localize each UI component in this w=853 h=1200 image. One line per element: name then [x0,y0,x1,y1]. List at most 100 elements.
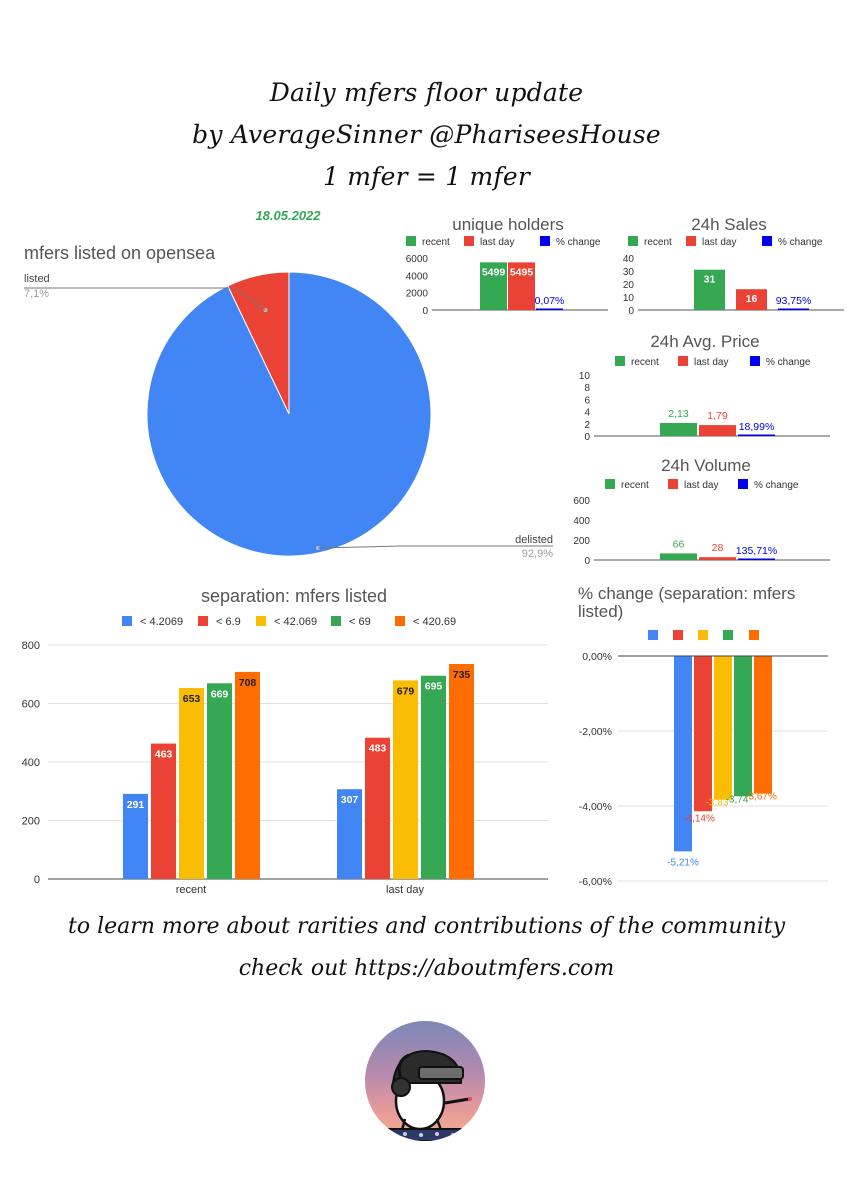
separation-legend-swatch-1 [198,616,208,626]
separation-data-label-0-3: 669 [211,688,229,700]
separation-data-label-0-1: 463 [155,749,173,761]
separation-ytick-800: 800 [22,640,40,652]
sales-bar-1 [736,289,767,310]
separation-data-label-0-0: 291 [127,799,145,811]
sales-bar-0 [694,269,725,310]
avgprice-legend-label-2: % change [766,357,811,368]
volume-bar-0 [660,553,697,560]
pctchange-bar-3 [734,656,752,797]
pctchange-bar-2 [714,656,732,800]
header-title: Daily mfers floor update [269,78,584,107]
separation-bar-1-2 [393,680,418,879]
pctchange-bar-4 [754,656,772,794]
avgprice-legend-swatch-0 [615,356,625,366]
pctchange-data-label-4: -3,67% [745,792,777,803]
holders-legend-swatch-2 [540,236,550,246]
separation-bar-0-3 [207,683,232,879]
sales-legend-label-2: % change [778,237,823,248]
separation-bar-0-2 [179,687,204,879]
sales-title: 24h Sales [691,215,767,234]
pie-chart: mfers listed on opensea listed 7,1% deliste… [24,243,553,560]
sales-legend-swatch-1 [686,236,696,246]
pctchange-data-label-1: -4,14% [683,813,715,824]
separation-data-label-0-4: 708 [239,677,257,689]
separation-bar-0-4 [235,671,260,879]
volume-title: 24h Volume [661,456,751,475]
pie-pct-listed: 7,1% [24,288,49,300]
avgprice-data-label-1: 1,79 [707,410,728,422]
separation-xtick-0: recent [176,884,207,896]
avgprice-ytick-2: 2 [584,420,590,431]
sales-data-label-2: 93,75% [776,295,812,307]
avgprice-bar-1 [699,425,736,436]
volume-ytick-200: 200 [573,536,590,547]
separation-bar-1-4 [449,664,474,879]
pctchange-title-line2: listed) [578,602,623,621]
sales-ytick-0: 0 [628,306,634,317]
holders-legend-label-0: recent [422,237,450,248]
sales-chart: 24h Sales recent last day % change 0 10 20 30 40… [623,215,844,317]
pctchange-legend-swatch-4 [749,630,759,640]
separation-ytick-200: 200 [22,816,40,828]
pctchange-ytick-2: -4,00% [579,801,612,813]
sales-ytick-30: 30 [623,267,635,278]
avgprice-legend-swatch-1 [678,356,688,366]
separation-bar-1-3 [421,675,446,879]
holders-ytick-6000: 6000 [406,254,429,265]
separation-data-label-1-2: 679 [397,685,415,697]
volume-bar-1 [699,557,736,560]
holders-bar-1 [508,262,535,310]
sales-ytick-20: 20 [623,280,635,291]
separation-data-label-1-4: 735 [453,669,471,681]
separation-chart: separation: mfers listed < 4.2069 < 6.9 < 4… [22,586,548,896]
date-label: 18.05.2022 [255,208,321,223]
sales-legend-swatch-2 [762,236,772,246]
pie-label-delisted: delisted [515,534,553,546]
holders-legend-swatch-0 [406,236,416,246]
volume-data-label-2: 135,71% [736,545,777,557]
separation-legend-swatch-0 [122,616,132,626]
separation-legend-label-3: < 69 [349,616,371,628]
holders-legend-label-2: % change [556,237,601,248]
pie-title: mfers listed on opensea [24,243,216,263]
pctchange-legend-swatch-3 [723,630,733,640]
volume-legend-swatch-1 [668,479,678,489]
pie-leader-listed [24,287,266,311]
footer-line-community: to learn more about rarities and contrib… [67,914,786,939]
sales-bar-2 [778,308,809,310]
header-author: by AverageSinner @PhariseesHouse [192,120,661,149]
separation-data-label-0-2: 653 [183,693,201,705]
holders-data-label-2: 0,07% [535,295,565,307]
separation-bar-1-0 [337,789,362,879]
holders-ytick-0: 0 [422,306,428,317]
separation-title: separation: mfers listed [201,586,387,606]
volume-bar-2 [738,558,775,560]
avg-price-chart: 24h Avg. Price recent last day % change 024 6… [579,332,830,442]
avgprice-bar-2 [738,434,775,436]
separation-legend-label-1: < 6.9 [216,616,241,628]
pctchange-data-label-2: -3,83 [706,798,729,809]
volume-chart: 24h Volume recent last day % change 0 200 400 6… [573,456,830,567]
holders-ytick-2000: 2000 [406,289,429,300]
avgprice-bar-0 [660,423,697,436]
pctchange-data-label-3: -3,74 [726,794,749,805]
pctchange-ytick-0: 0,00% [582,651,612,663]
separation-legend-swatch-2 [256,616,266,626]
separation-legend-label-0: < 4.2069 [140,616,183,628]
separation-ytick-400: 400 [22,757,40,769]
separation-legend-swatch-3 [331,616,341,626]
sales-ytick-10: 10 [623,293,635,304]
pctchange-data-label-0: -5,21% [667,857,699,868]
avgprice-ytick-8: 8 [584,383,590,394]
pctchange-ytick-3: -6,00% [579,876,612,888]
sales-data-label-0: 31 [704,274,716,286]
pie-pct-delisted: 92,9% [522,548,553,560]
pctchange-bar-0 [674,656,692,852]
volume-ytick-0: 0 [584,556,590,567]
mfer-avatar-icon [365,1021,485,1141]
header-slogan: 1 mfer = 1 mfer [323,162,530,191]
volume-ytick-400: 400 [573,516,590,527]
separation-xtick-1: last day [386,884,424,896]
